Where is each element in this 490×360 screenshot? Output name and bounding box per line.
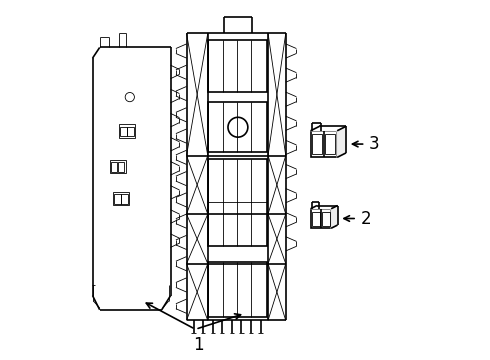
Bar [312, 134, 322, 154]
Polygon shape [311, 206, 338, 209]
Text: 3: 3 [369, 135, 380, 153]
Bar [118, 162, 124, 172]
Bar [325, 134, 335, 154]
Bar [110, 160, 125, 173]
Polygon shape [337, 126, 346, 157]
Bar [127, 127, 134, 136]
Bar [311, 209, 331, 228]
Polygon shape [311, 126, 346, 131]
Bar [111, 162, 117, 172]
Bar [113, 192, 129, 205]
Bar [208, 40, 268, 92]
Bar [208, 102, 268, 152]
Text: 1: 1 [194, 336, 204, 354]
Polygon shape [331, 206, 338, 228]
Text: 2: 2 [361, 210, 371, 228]
Bar [114, 194, 121, 204]
Bar [208, 159, 268, 246]
Bar [311, 131, 337, 157]
Bar [322, 212, 330, 226]
Bar [120, 127, 126, 136]
Bar [208, 262, 268, 317]
Bar [312, 212, 320, 226]
Bar [119, 125, 135, 138]
Bar [122, 194, 128, 204]
